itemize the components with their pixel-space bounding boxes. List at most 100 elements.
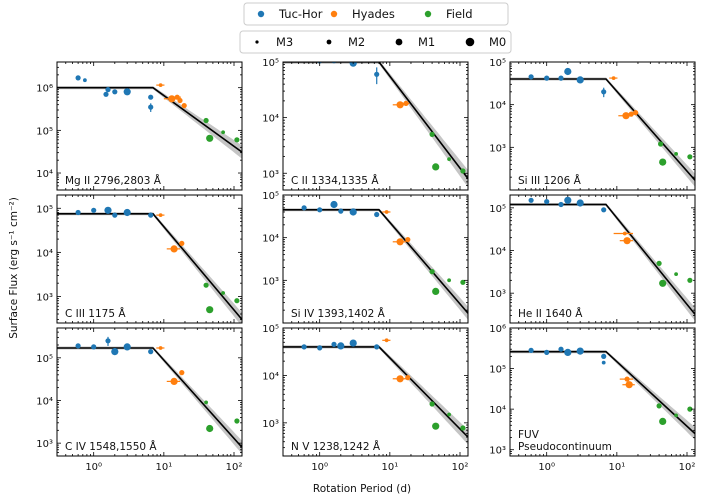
y-tick-label: 10⁶ (489, 324, 506, 335)
panel-label: Si III 1206 Å (518, 174, 582, 187)
y-tick-label: 10⁴ (36, 169, 53, 180)
data-point-field (659, 279, 667, 287)
model-fit-line (510, 78, 695, 181)
y-tick-label: 10³ (36, 292, 53, 303)
data-point-tuc-hor (148, 212, 154, 218)
y-tick-label: 10⁴ (36, 248, 53, 259)
data-point-tuc-hor (544, 199, 550, 205)
legend-marker-m3 (255, 40, 259, 44)
plot-content (283, 200, 468, 320)
x-tick-label: 10¹ (155, 462, 172, 473)
plot-content (510, 346, 695, 440)
data-point-field (687, 406, 693, 412)
panel-7: 10⁰ 10¹ 10² 10³ 10⁴ 10⁵ C IV 1548,1550 Å (36, 327, 243, 473)
data-point-field (656, 403, 662, 409)
data-point-field (203, 282, 209, 288)
data-point-field (447, 157, 451, 162)
legend-groups: Tuc-Hor Hyades Field (243, 2, 509, 26)
data-point-field (234, 418, 240, 424)
data-point-tuc-hor (123, 208, 131, 217)
legend-label-tuc-hor: Tuc-Hor (278, 7, 323, 21)
data-point-hyades (170, 245, 178, 253)
model-fit-line (510, 350, 695, 435)
panel-label: N V 1238,1242 Å (291, 440, 381, 453)
data-point-tuc-hor (338, 208, 344, 214)
y-tick-label: 10⁵ (36, 354, 53, 365)
legend-marker-m1 (395, 38, 403, 46)
y-tick-label: 10⁴ (262, 371, 279, 382)
data-point-hyades (158, 346, 163, 350)
legend-label-m0: M0 (489, 35, 506, 49)
plot-content (57, 336, 242, 454)
data-point-tuc-hor (123, 88, 131, 96)
data-point-tuc-hor (104, 206, 112, 214)
data-point-hyades (628, 111, 634, 117)
plot-area (510, 195, 695, 323)
data-point-tuc-hor (91, 344, 97, 350)
data-point-tuc-hor (576, 76, 584, 84)
legend-label-m1: M1 (418, 35, 435, 49)
data-point-field (204, 400, 209, 405)
panel-5: 10⁰10¹10²10³10⁴10⁵Si IV 1393,1402 Å (262, 191, 469, 340)
panel-frame (282, 327, 469, 457)
panel-frame (509, 327, 696, 457)
data-point-hyades (622, 231, 627, 236)
data-point-tuc-hor (374, 71, 380, 77)
data-point-tuc-hor (103, 91, 109, 97)
panel-frame (56, 327, 243, 457)
data-point-field (429, 269, 435, 275)
data-point-tuc-hor (576, 347, 584, 355)
data-point-tuc-hor (528, 197, 534, 203)
data-point-hyades (384, 210, 389, 214)
legend-sizes: M3 M2 M1 M0 (239, 30, 512, 54)
data-point-tuc-hor (75, 209, 81, 216)
data-point-tuc-hor (330, 200, 338, 209)
data-point-field (687, 154, 693, 160)
data-point-hyades (405, 237, 411, 243)
data-point-field (460, 168, 466, 174)
y-tick-label: 10⁴ (262, 234, 279, 245)
y-tick-label: 10⁴ (489, 247, 506, 258)
model-fit-line (510, 203, 695, 315)
data-point-field (203, 117, 209, 124)
data-point-hyades (625, 381, 633, 389)
y-tick-label: 10⁵ (489, 58, 506, 69)
data-point-tuc-hor (338, 55, 343, 60)
data-point-tuc-hor (317, 207, 323, 213)
data-point-field (659, 417, 667, 425)
data-point-field (432, 422, 440, 430)
legend-marker-field (424, 10, 432, 18)
legend-marker-tuc-hor (257, 10, 265, 18)
x-tick-label: 10⁰ (538, 462, 555, 473)
panel-frame (282, 194, 469, 324)
data-point-field (234, 298, 240, 304)
data-point-hyades (177, 97, 183, 104)
model-fit-line (57, 213, 242, 321)
panel-label: Si IV 1393,1402 Å (291, 307, 386, 320)
data-point-field (674, 413, 678, 418)
data-point-field (659, 158, 667, 166)
panel-frame (509, 61, 696, 191)
data-point-hyades (624, 376, 630, 382)
data-point-field (658, 141, 664, 147)
data-point-tuc-hor (601, 89, 607, 95)
y-tick-label: 10⁴ (489, 101, 506, 112)
model-fit-line (283, 209, 468, 314)
data-point-tuc-hor (91, 207, 97, 213)
legend-label-m2: M2 (348, 35, 365, 49)
x-tick-label: 10⁰ (311, 462, 328, 473)
data-point-hyades (168, 95, 176, 103)
panel-9: 10⁰ 10¹ 10² 10³ 10⁴ 10⁵ 10⁶ FUV Pseudocontinuum (489, 324, 696, 473)
plot-area (283, 62, 468, 190)
y-tick-label: 10³ (36, 439, 53, 450)
data-point-tuc-hor (148, 349, 154, 355)
legend-sizes-frame (239, 30, 512, 54)
y-tick-label: 10³ (489, 289, 506, 300)
y-tick-label: 10⁵ (262, 191, 279, 202)
data-point-hyades (158, 213, 163, 218)
plot-area (283, 328, 468, 456)
data-point-field (656, 260, 662, 266)
y-tick-label: 10⁵ (262, 324, 279, 335)
y-tick-label: 10³ (262, 169, 279, 180)
